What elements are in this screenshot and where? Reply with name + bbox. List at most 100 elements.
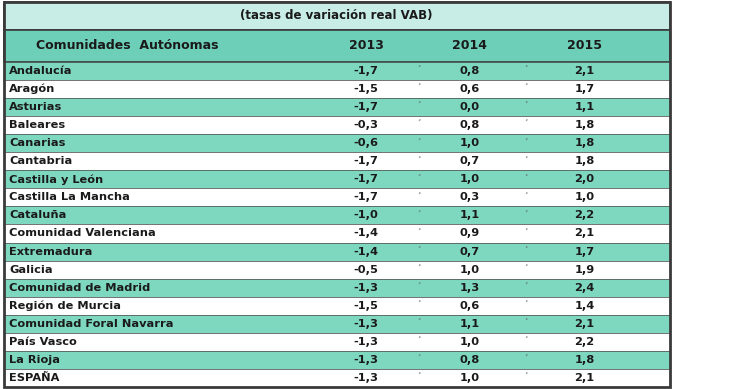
Text: ʼ: ʼ — [523, 137, 528, 146]
Text: ʼ: ʼ — [416, 317, 420, 326]
Text: ʼ: ʼ — [416, 371, 420, 381]
Text: 1,9: 1,9 — [574, 265, 595, 275]
Text: ʼ: ʼ — [523, 64, 528, 74]
Text: Aragón: Aragón — [9, 84, 56, 94]
Text: -0,6: -0,6 — [354, 138, 379, 148]
Text: ʼ: ʼ — [523, 263, 528, 272]
Text: 1,8: 1,8 — [574, 120, 595, 130]
Text: ʼ: ʼ — [416, 82, 420, 92]
Text: ESPAÑA: ESPAÑA — [9, 373, 59, 383]
Text: -1,7: -1,7 — [354, 192, 379, 202]
Text: 1,8: 1,8 — [574, 156, 595, 166]
Text: 1,7: 1,7 — [574, 247, 595, 257]
Text: -1,4: -1,4 — [354, 247, 379, 257]
Text: ʼ: ʼ — [523, 317, 528, 326]
Text: ʼ: ʼ — [416, 137, 420, 146]
Text: Comunidad de Madrid: Comunidad de Madrid — [9, 283, 150, 293]
Text: ʼ: ʼ — [523, 82, 528, 92]
Text: 0,6: 0,6 — [460, 301, 480, 311]
FancyBboxPatch shape — [4, 224, 670, 242]
Text: ʼ: ʼ — [416, 263, 420, 272]
Text: ʼ: ʼ — [523, 245, 528, 254]
Text: Castilla y León: Castilla y León — [9, 174, 103, 184]
Text: 1,0: 1,0 — [460, 265, 480, 275]
Text: Extremadura: Extremadura — [9, 247, 92, 257]
Text: (tasas de variación real VAB): (tasas de variación real VAB) — [240, 9, 433, 23]
Text: -1,3: -1,3 — [354, 283, 379, 293]
FancyBboxPatch shape — [4, 80, 670, 98]
Text: -1,3: -1,3 — [354, 319, 379, 329]
Text: 0,8: 0,8 — [460, 66, 480, 76]
Text: ʼ: ʼ — [416, 64, 420, 74]
Text: -1,3: -1,3 — [354, 355, 379, 365]
FancyBboxPatch shape — [4, 134, 670, 152]
FancyBboxPatch shape — [4, 333, 670, 351]
Text: ʼ: ʼ — [416, 299, 420, 308]
FancyBboxPatch shape — [4, 30, 670, 62]
Text: 2,1: 2,1 — [574, 66, 595, 76]
FancyBboxPatch shape — [4, 315, 670, 333]
Text: -1,5: -1,5 — [354, 301, 379, 311]
Text: 1,4: 1,4 — [574, 301, 595, 311]
Text: -1,7: -1,7 — [354, 156, 379, 166]
Text: 0,0: 0,0 — [460, 102, 480, 112]
Text: ʼ: ʼ — [523, 173, 528, 182]
Text: Canarias: Canarias — [9, 138, 65, 148]
FancyBboxPatch shape — [4, 261, 670, 279]
Text: Región de Murcia: Región de Murcia — [9, 301, 121, 311]
Text: Castilla La Mancha: Castilla La Mancha — [9, 192, 130, 202]
Text: 1,1: 1,1 — [574, 102, 595, 112]
Text: 0,8: 0,8 — [460, 355, 480, 365]
Text: Cantabria: Cantabria — [9, 156, 72, 166]
Text: 2,1: 2,1 — [574, 319, 595, 329]
Text: ʼ: ʼ — [523, 100, 528, 110]
FancyBboxPatch shape — [4, 279, 670, 297]
Text: ʼ: ʼ — [523, 209, 528, 218]
Text: 2014: 2014 — [452, 39, 488, 53]
Text: 2,2: 2,2 — [574, 210, 595, 221]
Text: ʼ: ʼ — [416, 227, 420, 236]
FancyBboxPatch shape — [4, 170, 670, 188]
Text: ʼ: ʼ — [523, 191, 528, 200]
Text: ʼ: ʼ — [523, 119, 528, 128]
Text: Galicia: Galicia — [9, 265, 53, 275]
Text: 1,1: 1,1 — [460, 210, 480, 221]
Text: -1,7: -1,7 — [354, 66, 379, 76]
FancyBboxPatch shape — [4, 188, 670, 207]
Text: Baleares: Baleares — [9, 120, 65, 130]
Text: ʼ: ʼ — [523, 299, 528, 308]
Text: 1,8: 1,8 — [574, 355, 595, 365]
Text: ʼ: ʼ — [523, 281, 528, 291]
Text: La Rioja: La Rioja — [9, 355, 60, 365]
Text: ʼ: ʼ — [523, 335, 528, 345]
Text: ʼ: ʼ — [416, 119, 420, 128]
Text: 0,9: 0,9 — [460, 228, 480, 238]
Text: Cataluña: Cataluña — [9, 210, 67, 221]
Text: 1,0: 1,0 — [460, 138, 480, 148]
Text: ʼ: ʼ — [523, 353, 528, 363]
Text: 0,6: 0,6 — [460, 84, 480, 94]
Text: 1,0: 1,0 — [460, 174, 480, 184]
FancyBboxPatch shape — [4, 62, 670, 80]
Text: 1,1: 1,1 — [460, 319, 480, 329]
Text: 0,8: 0,8 — [460, 120, 480, 130]
Text: ʼ: ʼ — [416, 353, 420, 363]
Text: -1,3: -1,3 — [354, 373, 379, 383]
Text: Comunidades  Autónomas: Comunidades Autónomas — [36, 39, 218, 53]
Text: Comunidad Foral Navarra: Comunidad Foral Navarra — [9, 319, 173, 329]
Text: -0,5: -0,5 — [354, 265, 379, 275]
FancyBboxPatch shape — [4, 297, 670, 315]
Text: Comunidad Valenciana: Comunidad Valenciana — [9, 228, 155, 238]
Text: -1,5: -1,5 — [354, 84, 379, 94]
Text: 1,0: 1,0 — [574, 192, 595, 202]
Text: ʼ: ʼ — [523, 371, 528, 381]
Text: -0,3: -0,3 — [354, 120, 379, 130]
Text: ʼ: ʼ — [416, 191, 420, 200]
FancyBboxPatch shape — [4, 116, 670, 134]
Text: 1,8: 1,8 — [574, 138, 595, 148]
Text: 2,2: 2,2 — [574, 337, 595, 347]
Text: ʼ: ʼ — [416, 335, 420, 345]
Text: -1,0: -1,0 — [354, 210, 379, 221]
Text: 1,3: 1,3 — [460, 283, 480, 293]
Text: 0,3: 0,3 — [460, 192, 480, 202]
